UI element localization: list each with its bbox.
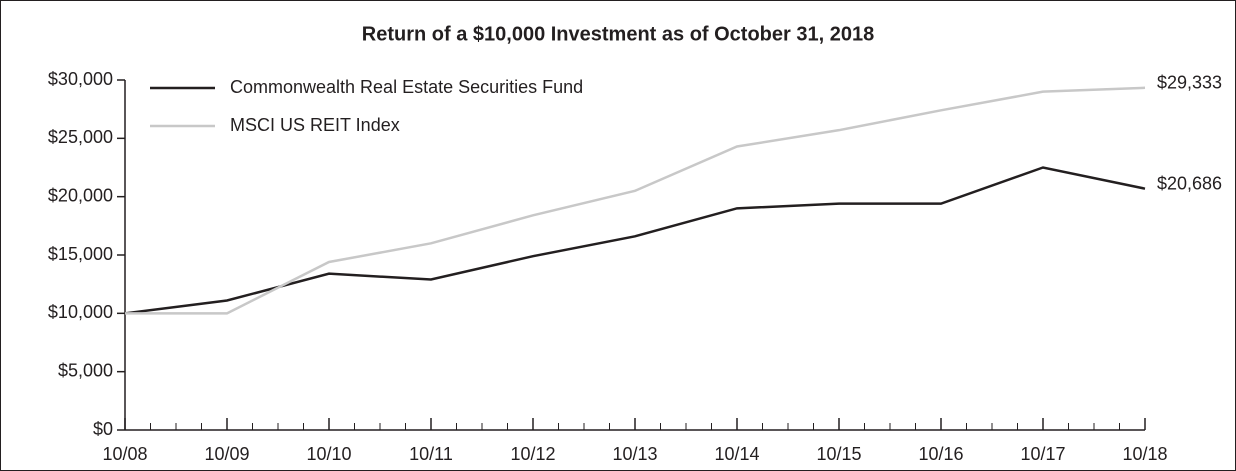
y-tick-label: $20,000: [48, 185, 113, 205]
x-tick-label: 10/09: [204, 444, 249, 464]
y-tick-label: $30,000: [48, 69, 113, 89]
chart-title: Return of a $10,000 Investment as of Oct…: [362, 23, 874, 45]
legend-label: MSCI US REIT Index: [230, 115, 400, 135]
y-tick-label: $10,000: [48, 302, 113, 322]
x-tick-label: 10/16: [918, 444, 963, 464]
x-tick-label: 10/15: [816, 444, 861, 464]
series-line: [125, 86, 1146, 315]
x-tick-label: 10/17: [1020, 444, 1065, 464]
x-tick-label: 10/08: [102, 444, 147, 464]
y-tick-label: $25,000: [48, 127, 113, 147]
series-line: [124, 166, 1146, 315]
legend-label: Commonwealth Real Estate Securities Fund: [230, 77, 583, 97]
x-tick-label: 10/10: [306, 444, 351, 464]
x-tick-label: 10/14: [714, 444, 759, 464]
x-tick-label: 10/12: [510, 444, 555, 464]
value-label: $20,686: [1157, 173, 1222, 193]
y-tick-label: $15,000: [48, 244, 113, 264]
value-label: $29,333: [1157, 73, 1222, 93]
y-tick-label: $5,000: [58, 360, 113, 380]
x-tick-label: 10/11: [409, 444, 453, 464]
x-tick-label: 10/18: [1122, 444, 1167, 464]
x-tick-label: 10/13: [612, 444, 657, 464]
y-tick-label: $0: [93, 419, 113, 439]
